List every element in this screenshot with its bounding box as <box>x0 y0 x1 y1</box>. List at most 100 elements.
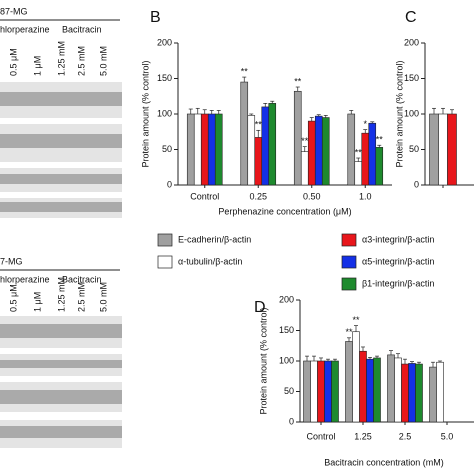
significance: ** <box>255 120 263 130</box>
lane-label: 5.0 mM <box>98 46 108 76</box>
y-tick-label: 150 <box>404 73 419 83</box>
bar <box>300 151 309 186</box>
bar <box>354 161 363 186</box>
bar <box>373 357 381 423</box>
bar <box>408 363 416 423</box>
panel-label: D <box>254 299 266 316</box>
bar <box>366 358 374 423</box>
x-axis-label: Bacitracin concentration (mM) <box>324 457 444 467</box>
significance: ** <box>345 327 353 337</box>
bar <box>375 147 384 186</box>
blot-title: 87-MG <box>0 6 28 16</box>
x-tick-label: Control <box>306 431 335 441</box>
bar <box>359 350 367 423</box>
y-tick-label: 200 <box>157 37 172 47</box>
blot-group: hlorperazine <box>0 24 50 34</box>
bar <box>436 361 444 423</box>
y-tick-label: 100 <box>404 108 419 118</box>
bar <box>293 90 302 186</box>
x-tick-label: 0.50 <box>303 191 321 201</box>
bar <box>387 354 395 423</box>
blot-group: Bacitracin <box>62 24 102 34</box>
significance: * <box>363 119 367 129</box>
y-tick-label: 50 <box>284 386 294 396</box>
significance: ** <box>352 315 360 325</box>
bar <box>268 103 277 186</box>
y-tick-label: 100 <box>157 108 172 118</box>
bar <box>186 113 195 186</box>
lane-label: 2.5 mM <box>76 282 86 312</box>
lane-label: 0.5 μM <box>8 48 18 76</box>
legend-swatch <box>157 255 173 269</box>
bar <box>247 115 256 186</box>
y-tick-label: 200 <box>404 37 419 47</box>
x-axis-label: Perphenazine concentration (μM) <box>218 206 351 216</box>
legend-swatch <box>341 233 357 247</box>
bar <box>193 113 202 186</box>
bar <box>307 120 316 186</box>
legend-label: α3-integrin/β-actin <box>362 234 434 244</box>
bar <box>207 113 216 186</box>
panel-label: B <box>150 9 161 26</box>
legend-label: α-tubulin/β-actin <box>178 256 242 266</box>
x-tick-label: 5.0 <box>441 431 454 441</box>
bar <box>352 331 360 423</box>
x-tick-label: 1.0 <box>359 191 372 201</box>
legend-swatch <box>341 277 357 291</box>
y-tick-label: 200 <box>279 294 294 304</box>
bar <box>394 357 402 423</box>
lane-label: 0.5 μM <box>8 284 18 312</box>
y-tick-label: 0 <box>167 179 172 189</box>
bar <box>200 113 209 186</box>
lane-label: 1.25 mM <box>56 41 66 76</box>
bar <box>368 122 377 186</box>
bar <box>310 360 318 423</box>
bar <box>324 360 332 423</box>
x-tick-label: 0.25 <box>249 191 267 201</box>
x-tick-label: Control <box>190 191 219 201</box>
y-tick-label: 100 <box>279 355 294 365</box>
y-axis-label: Protein amount (% control) <box>258 307 268 414</box>
y-tick-label: 0 <box>289 416 294 426</box>
significance: ** <box>294 76 302 86</box>
bar <box>254 137 263 186</box>
bar <box>317 360 325 423</box>
blot-group: Bacitracin <box>62 274 102 284</box>
bar <box>321 117 330 186</box>
lane-label: 2.5 mM <box>76 46 86 76</box>
lane-label: 1 μM <box>32 56 42 76</box>
y-tick-label: 50 <box>162 144 172 154</box>
bar <box>303 360 311 423</box>
legend-swatch <box>157 233 173 247</box>
bar <box>447 113 457 186</box>
y-tick-label: 150 <box>279 325 294 335</box>
bar <box>314 115 323 186</box>
legend-swatch <box>341 255 357 269</box>
bar <box>415 363 423 423</box>
legend-label: α5-integrin/β-actin <box>362 256 434 266</box>
lane-label: 1.25 mM <box>56 277 66 312</box>
blot-title: 7-MG <box>0 256 23 266</box>
bar <box>214 113 223 186</box>
y-tick-label: 0 <box>414 179 419 189</box>
bar <box>429 366 437 423</box>
lane-label: 5.0 mM <box>98 282 108 312</box>
significance: ** <box>376 135 384 145</box>
panel-label: C <box>405 9 417 26</box>
x-tick-label: 1.25 <box>354 431 372 441</box>
bar <box>401 363 409 423</box>
bar <box>361 132 370 186</box>
y-axis-label: Protein amount (% control) <box>140 60 150 167</box>
bar <box>240 81 249 186</box>
y-tick-label: 50 <box>409 144 419 154</box>
lane-label: 1 μM <box>32 292 42 312</box>
bar <box>429 113 439 186</box>
bar <box>438 113 448 186</box>
legend-label: β1-integrin/β-actin <box>362 278 434 288</box>
blot-group: hlorperazine <box>0 274 50 284</box>
legend-label: E-cadherin/β-actin <box>178 234 251 244</box>
bar <box>347 113 356 186</box>
blot-strips <box>0 82 122 448</box>
x-tick-label: 2.5 <box>399 431 412 441</box>
